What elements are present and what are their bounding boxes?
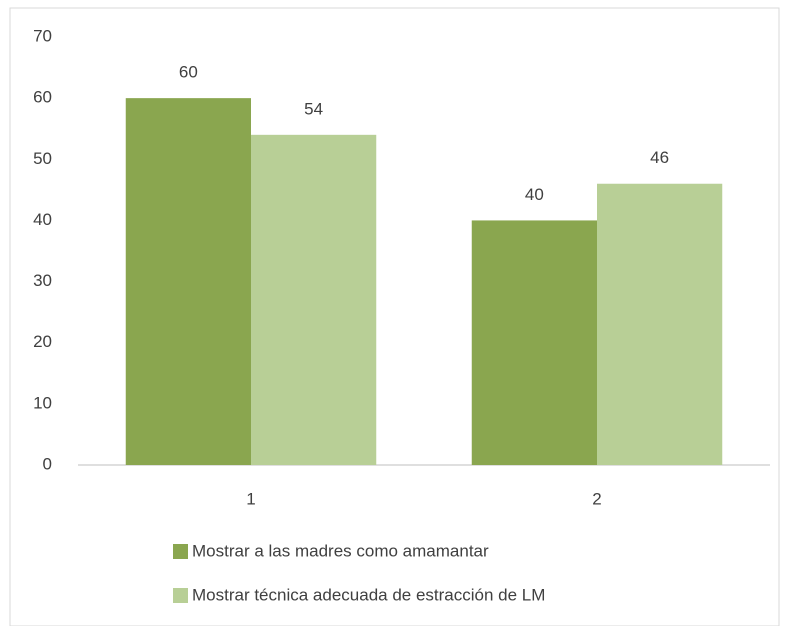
- y-tick-label: 70: [33, 26, 52, 45]
- legend-label: Mostrar a las madres como amamantar: [192, 541, 489, 560]
- bar: [125, 98, 251, 466]
- y-tick-label: 0: [43, 454, 52, 473]
- legend-label: Mostrar técnica adecuada de estracción d…: [192, 585, 545, 604]
- y-tick-label: 60: [33, 88, 52, 107]
- data-label: 60: [179, 63, 198, 82]
- x-tick-label: 1: [246, 489, 255, 508]
- bar: [597, 183, 723, 465]
- x-tick-label: 2: [592, 489, 601, 508]
- bar: [251, 134, 377, 466]
- legend-swatch: [173, 544, 188, 559]
- data-label: 40: [525, 185, 544, 204]
- y-tick-label: 10: [33, 393, 52, 412]
- data-label: 46: [650, 148, 669, 167]
- bar: [471, 220, 597, 465]
- y-tick-label: 20: [33, 332, 52, 351]
- legend-swatch: [173, 588, 188, 603]
- data-label: 54: [304, 99, 323, 118]
- y-tick-label: 30: [33, 271, 52, 290]
- y-tick-label: 40: [33, 210, 52, 229]
- y-tick-label: 50: [33, 149, 52, 168]
